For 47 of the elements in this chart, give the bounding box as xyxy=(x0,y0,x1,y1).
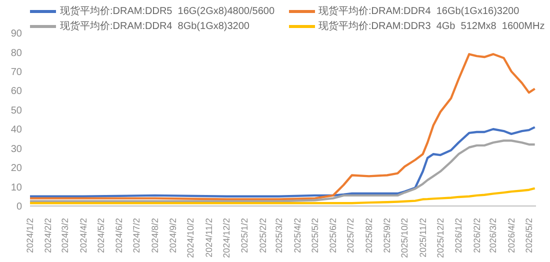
y-tick-label: 90 xyxy=(10,28,22,40)
x-tick-label: 2024/12/2 xyxy=(221,218,232,258)
line-series xyxy=(30,140,536,202)
y-tick-label: 40 xyxy=(10,124,22,136)
x-tick-label: 2024/6/2 xyxy=(114,218,124,254)
x-tick-label: 2024/7/2 xyxy=(132,218,142,254)
y-tick-label: 70 xyxy=(10,66,22,78)
y-tick-label: 0 xyxy=(16,202,22,213)
y-tick-label: 50 xyxy=(10,105,22,116)
x-tick-label: 2024/8/2 xyxy=(150,218,160,254)
x-tick-label: 2025/10/2 xyxy=(400,218,410,258)
y-tick-label: 10 xyxy=(10,182,22,194)
x-tick-label: 2024/1/2 xyxy=(25,218,35,254)
line-series xyxy=(30,187,536,204)
x-tick-label: 2024/11/2 xyxy=(204,218,214,258)
x-tick-label: 2026/1/2 xyxy=(454,218,464,254)
x-tick-label: 2024/5/2 xyxy=(96,218,106,254)
line-series xyxy=(30,126,536,198)
legend-label: 现货平均价:DRAM:DDR4 16Gb(1Gx16)3200 xyxy=(318,5,520,18)
x-tick-label: 2024/4/2 xyxy=(78,218,88,254)
y-tick-label: 20 xyxy=(10,163,22,174)
x-tick-label: 2024/10/2 xyxy=(186,218,196,258)
legend-label: 现货平均价:DRAM:DDR4 8Gb(1Gx8)3200 xyxy=(60,20,250,33)
x-tick-label: 2025/3/2 xyxy=(274,218,284,254)
x-tick-label: 2025/9/2 xyxy=(382,218,392,254)
x-tick-label: 2024/2/2 xyxy=(43,218,54,254)
x-tick-label: 2026/5/2 xyxy=(524,218,534,254)
x-tick-label: 2026/2/2 xyxy=(472,218,482,254)
y-tick-label: 60 xyxy=(10,86,22,98)
x-tick-label: 2025/11/2 xyxy=(418,218,428,258)
line-series xyxy=(30,53,536,200)
legend-label: 现货平均价:DRAM:DDR5 16G(2Gx8)4800/5600 xyxy=(60,5,275,18)
x-tick-label: 2025/2/2 xyxy=(258,218,268,254)
x-tick-label: 2024/3/2 xyxy=(60,218,70,254)
x-tick-label: 2025/1/2 xyxy=(240,218,250,254)
x-tick-label: 2025/12/2 xyxy=(435,218,446,258)
x-tick-label: 2024/9/2 xyxy=(168,218,178,254)
x-tick-label: 2025/8/2 xyxy=(364,218,374,254)
x-tick-label: 2025/6/2 xyxy=(328,218,338,254)
x-tick-label: 2026/4/2 xyxy=(506,218,516,254)
y-tick-label: 30 xyxy=(10,144,22,155)
y-tick-label: 80 xyxy=(10,48,22,59)
legend-label: 现货平均价:DRAM:DDR3 4Gb 512Mx8 1600MHz xyxy=(318,20,545,33)
x-tick-label: 2026/3/2 xyxy=(488,218,498,254)
x-tick-label: 2025/5/2 xyxy=(310,218,320,254)
x-tick-label: 2025/7/2 xyxy=(346,218,356,254)
x-tick-label: 2025/4/2 xyxy=(292,218,302,254)
